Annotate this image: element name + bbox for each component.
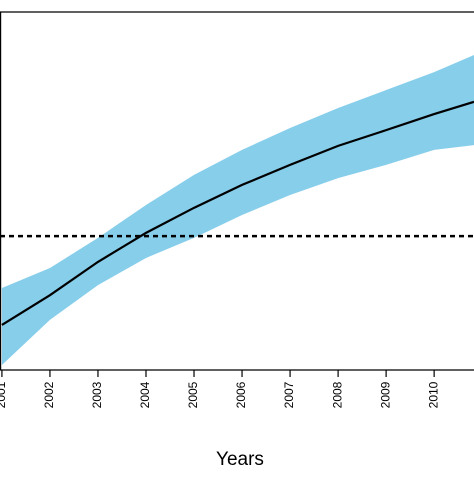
x-tick-label: 2003 xyxy=(90,381,104,408)
x-tick-label: 2009 xyxy=(378,381,392,408)
x-tick-label: 2006 xyxy=(234,381,248,408)
x-tick-label: 2001 xyxy=(0,381,8,408)
x-tick-label: 2007 xyxy=(282,381,296,408)
confidence-band xyxy=(1,54,474,365)
x-axis-label: Years xyxy=(216,449,264,470)
mean-line xyxy=(1,100,474,326)
x-tick-label: 2010 xyxy=(426,381,440,408)
x-tick-label: 2002 xyxy=(42,381,56,408)
x-tick-label: 2008 xyxy=(330,381,344,408)
x-tick-label: 2004 xyxy=(138,381,152,408)
x-tick-label: 2005 xyxy=(186,381,200,408)
